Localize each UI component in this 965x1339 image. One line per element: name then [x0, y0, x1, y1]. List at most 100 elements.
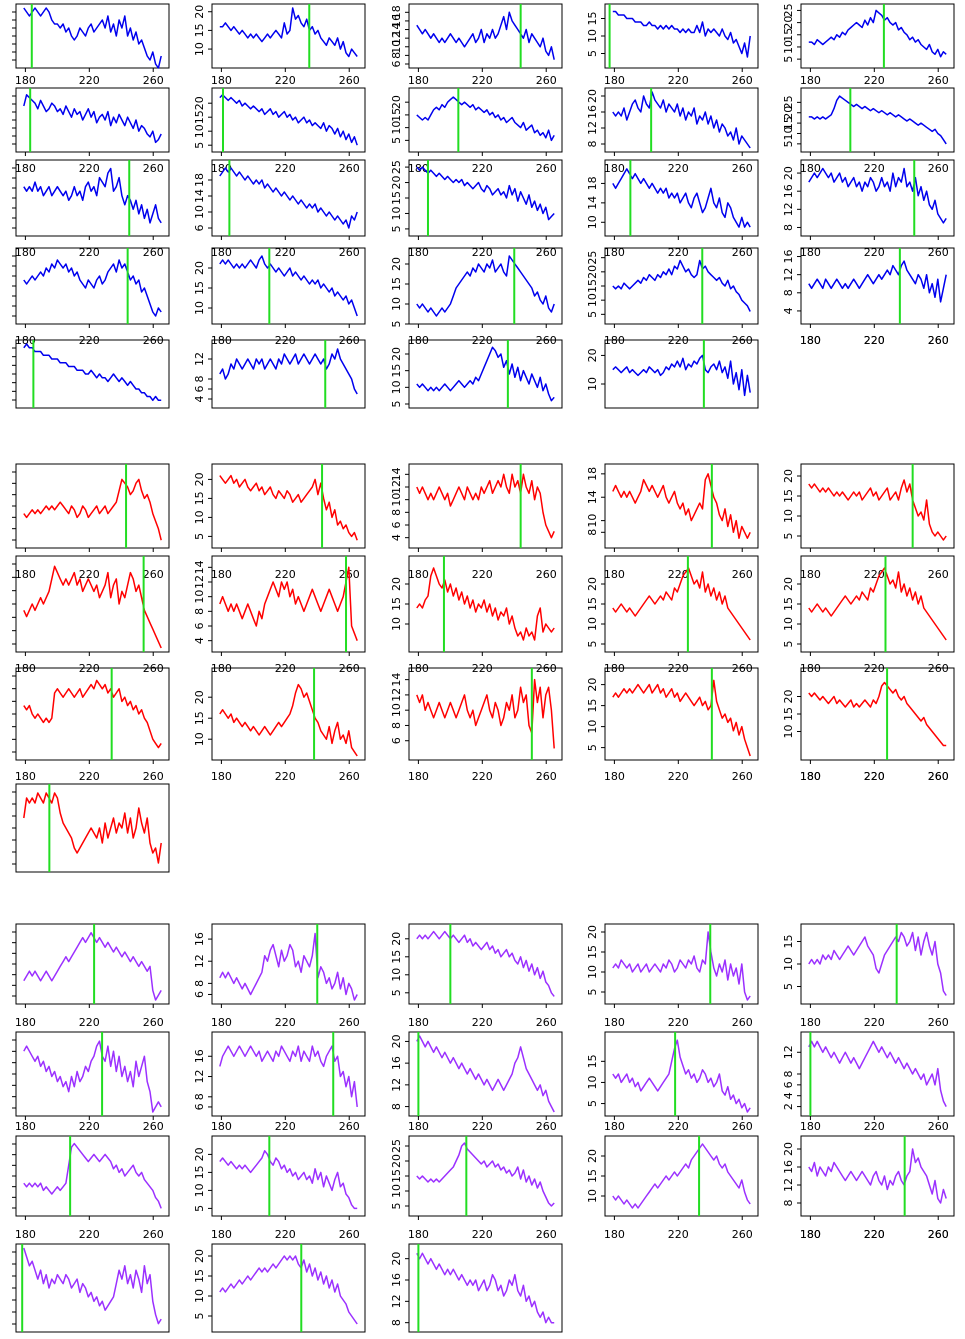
- panel-frame: [604, 1135, 759, 1217]
- x-tick-label: 220: [864, 770, 885, 783]
- y-tick-label: 25: [586, 251, 599, 265]
- panel-frame: [604, 1031, 759, 1117]
- x-tick-label: 180: [800, 770, 821, 783]
- y-tick-label: 12: [193, 954, 206, 968]
- x-tick-label: 220: [472, 246, 493, 259]
- panel-blue-r3-c2: 5 10 15 20 180 220 260: [390, 247, 563, 347]
- x-tick-label: 220: [668, 246, 689, 259]
- x-tick-label: 220: [864, 74, 885, 87]
- y-tick-label: 10: [586, 29, 599, 43]
- series-line: [416, 473, 555, 539]
- x-tick-label: 260: [143, 246, 164, 259]
- y-tick-label: 15: [193, 1269, 206, 1283]
- y-tick-label: 25: [782, 95, 795, 109]
- x-tick-label: 180: [800, 1016, 821, 1029]
- y-tick-label: 20: [390, 932, 403, 946]
- series-line: [612, 679, 751, 757]
- x-tick-label: 180: [211, 770, 232, 783]
- x-tick-label: 220: [472, 1228, 493, 1241]
- x-tick-label: 180: [15, 246, 36, 259]
- y-tick-label: 10: [193, 42, 206, 56]
- y-tick-label: 15: [782, 935, 795, 949]
- x-tick-label: 180: [15, 1016, 36, 1029]
- panel-frame: [604, 923, 759, 1005]
- panel-frame: [800, 87, 955, 153]
- y-tick-label: 6: [390, 61, 403, 68]
- y-tick-label: 20: [586, 678, 599, 692]
- x-tick-label: 180: [15, 162, 36, 175]
- y-tick-label: 5: [586, 1100, 599, 1107]
- y-tick-label: 12: [390, 31, 403, 45]
- panel-frame: [800, 667, 955, 761]
- y-tick-label: 12: [586, 121, 599, 135]
- y-tick-label: 10: [586, 514, 599, 528]
- panel-frame: [800, 463, 955, 549]
- series-line: [219, 1150, 358, 1210]
- y-tick-label: 10: [390, 968, 403, 982]
- x-tick-label: 180: [800, 162, 821, 175]
- panel-blue-r2-c3: 10 14 18 180 220 260: [586, 159, 759, 259]
- panel-frame: [211, 923, 366, 1005]
- y-tick-label: 5: [193, 533, 206, 540]
- y-tick-label: 10: [390, 617, 403, 631]
- panel-purple-r11-c4: 8 12 16 20 180 220 260: [782, 1135, 955, 1241]
- series-line: [808, 167, 947, 224]
- y-tick-label: 6: [782, 1081, 795, 1088]
- x-tick-label: 180: [408, 770, 429, 783]
- x-tick-label: 180: [800, 246, 821, 259]
- y-tick-label: 8: [586, 141, 599, 148]
- x-tick-label: 220: [668, 1120, 689, 1133]
- panel-frame: [408, 1031, 563, 1117]
- x-tick-label: 180: [211, 1016, 232, 1029]
- y-tick-label: 14: [193, 189, 206, 203]
- y-tick-label: 10: [782, 40, 795, 54]
- y-tick-label: 10: [586, 965, 599, 979]
- y-tick-label: 15: [586, 597, 599, 611]
- panel-purple-r9-c3: 5 10 15 20 180 220 260: [586, 923, 759, 1029]
- y-tick-label: 12: [193, 352, 206, 366]
- panel-blue-r3-c4: 4 8 12 16 180 220 260: [782, 247, 955, 347]
- y-tick-label: 20: [390, 176, 403, 190]
- panel-frame: [408, 463, 563, 549]
- x-tick-label: 260: [928, 770, 949, 783]
- series-line: [23, 167, 162, 224]
- panel-frame: [211, 87, 366, 153]
- x-tick-label: 220: [864, 162, 885, 175]
- panel-frame: [408, 339, 563, 409]
- series-line: [612, 259, 751, 312]
- x-tick-label: 260: [536, 770, 557, 783]
- series-line: [219, 932, 358, 1001]
- y-tick-label: 12: [782, 1178, 795, 1192]
- panel-blue-r2-c4: 8 12 16 20 180 220 260: [782, 159, 955, 259]
- y-tick-label: 12: [390, 688, 403, 702]
- x-tick-label: 180: [211, 568, 232, 581]
- y-tick-label: 6: [390, 522, 403, 529]
- x-tick-label: 180: [211, 162, 232, 175]
- y-tick-label: 15: [586, 12, 599, 26]
- y-tick-label: 15: [193, 711, 206, 725]
- panel-blue-r0-c1: 10 15 20 180 220 260: [193, 3, 366, 87]
- panel-frame: [800, 923, 955, 1005]
- x-tick-label: 180: [408, 1120, 429, 1133]
- y-tick-label: 6: [193, 991, 206, 998]
- series-line: [23, 7, 162, 69]
- panel-frame: [211, 1243, 366, 1333]
- panel-red-r7-c0: 180 220 260: [12, 667, 170, 783]
- panel-purple-r11-c0: 180 220 260: [12, 1135, 170, 1241]
- y-tick-label: 8: [390, 1103, 403, 1110]
- x-tick-label: 260: [143, 1228, 164, 1241]
- x-tick-label: 260: [339, 1120, 360, 1133]
- x-tick-label: 220: [864, 246, 885, 259]
- y-tick-label: 12: [782, 268, 795, 282]
- x-tick-label: 220: [79, 162, 100, 175]
- y-tick-label: 20: [390, 347, 403, 361]
- panel-frame: [211, 1031, 366, 1117]
- x-tick-label: 180: [800, 334, 821, 347]
- y-tick-label: 4: [782, 307, 795, 314]
- series-line: [416, 346, 555, 402]
- x-tick-label: 220: [79, 770, 100, 783]
